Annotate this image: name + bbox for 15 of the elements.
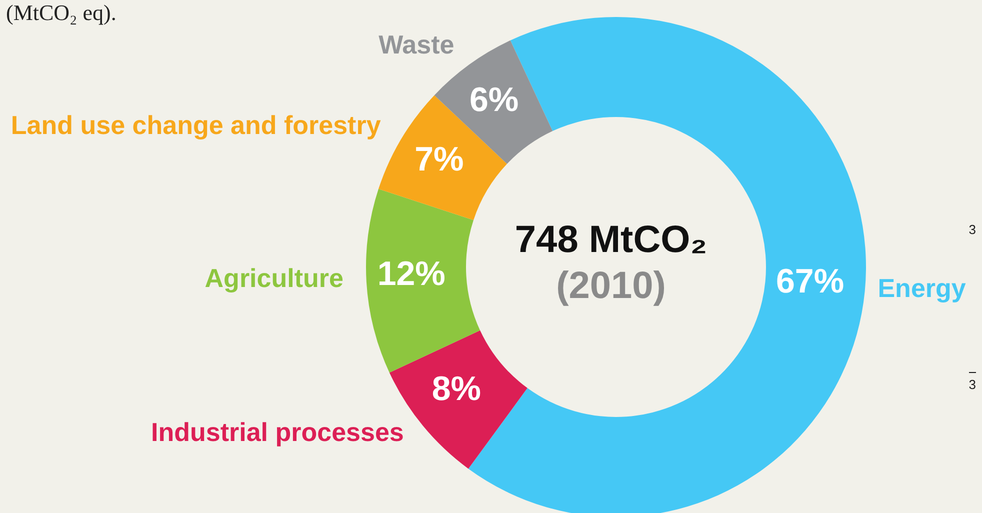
slice-label: Land use change and forestry [10, 110, 382, 140]
slice-label: Waste [378, 30, 454, 60]
data-label: 6% [469, 80, 519, 119]
text: (MtCO₂ eq). [6, 0, 116, 26]
data-label: 7% [414, 140, 464, 179]
slice-label: Energy [878, 273, 966, 304]
data-label: 12% [377, 254, 446, 293]
data-label: 67% [776, 262, 844, 301]
text: 3 [968, 372, 976, 392]
text: 3 [968, 222, 976, 237]
slice-label: Industrial processes [151, 417, 404, 448]
data-label: 8% [432, 370, 482, 408]
text: 748 MtCO₂ [514, 219, 708, 261]
slice-label: Agriculture [204, 262, 344, 293]
text: (2010) [556, 265, 666, 307]
